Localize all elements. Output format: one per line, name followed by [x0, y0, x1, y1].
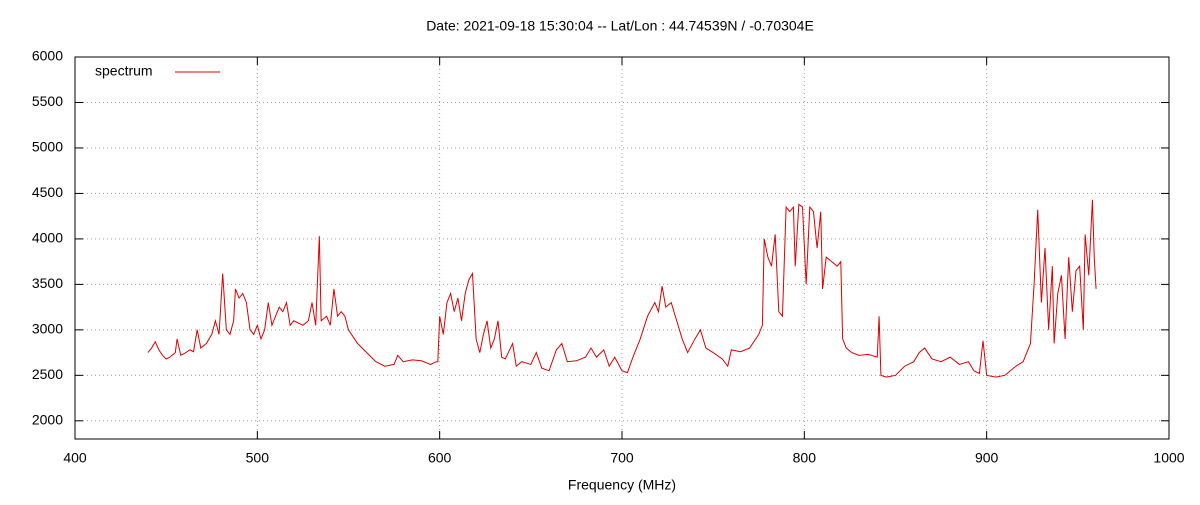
x-tick-label: 500 [246, 450, 270, 466]
x-tick-label: 700 [610, 450, 634, 466]
x-tick-label: 600 [428, 450, 452, 466]
legend-label: spectrum [95, 63, 153, 79]
x-tick-label: 900 [975, 450, 999, 466]
y-tick-label: 3000 [32, 321, 63, 337]
y-tick-label: 5000 [32, 139, 63, 155]
x-tick-label: 400 [63, 450, 87, 466]
y-tick-label: 6000 [32, 48, 63, 64]
y-tick-label: 2000 [32, 412, 63, 428]
x-axis-label: Frequency (MHz) [568, 477, 676, 493]
spectrum-line [147, 199, 1097, 378]
y-tick-label: 5500 [32, 93, 63, 109]
y-tick-label: 4500 [32, 184, 63, 200]
chart-title: Date: 2021-09-18 15:30:04 -- Lat/Lon : 4… [426, 18, 814, 34]
x-tick-label: 800 [793, 450, 817, 466]
y-tick-label: 3500 [32, 275, 63, 291]
y-tick-label: 2500 [32, 366, 63, 382]
plot-border [74, 56, 1170, 440]
x-tick-label: 1000 [1153, 450, 1184, 466]
y-tick-label: 4000 [32, 230, 63, 246]
